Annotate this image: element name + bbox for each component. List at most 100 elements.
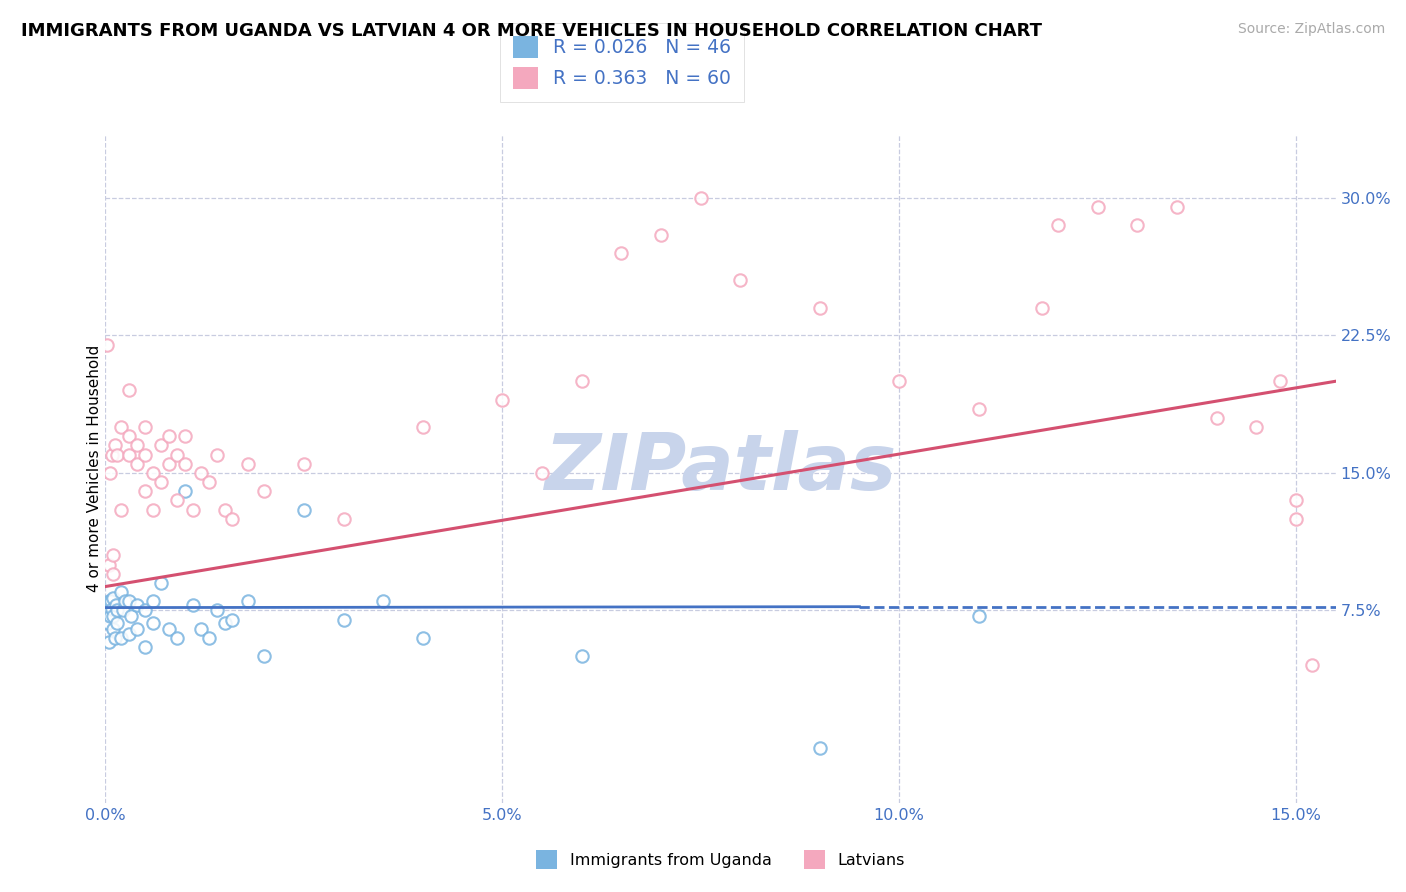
Point (412, 631, 434, 645)
Point (221, 613, 243, 627)
Point (253, 484, 276, 499)
Point (97, 558, 120, 572)
Point (197, 475, 219, 489)
Point (150, 438, 173, 452)
Point (142, 594, 165, 608)
Point (96, 603, 118, 617)
Point (190, 622, 212, 636)
Point (292, 502, 315, 516)
Point (103, 608, 125, 623)
Point (571, 374, 593, 388)
Point (889, 374, 911, 388)
Point (98, 634, 121, 648)
Point (253, 649, 276, 664)
Point (97, 594, 120, 608)
Point (332, 512, 354, 526)
Point (1268, 374, 1291, 388)
Point (97, 616, 120, 631)
Point (157, 429, 180, 443)
Point (118, 627, 141, 641)
Point (127, 457, 149, 471)
Point (689, 191, 711, 205)
Text: Source: ZipAtlas.com: Source: ZipAtlas.com (1237, 22, 1385, 37)
Text: ZIPatlas: ZIPatlas (544, 430, 897, 507)
Point (101, 622, 124, 636)
Point (214, 502, 236, 516)
Point (127, 622, 149, 636)
Point (101, 601, 124, 615)
Point (98, 466, 121, 480)
Point (166, 631, 188, 645)
Point (530, 466, 553, 480)
Point (491, 392, 513, 407)
Point (1246, 420, 1268, 434)
Point (127, 598, 149, 612)
Point (134, 603, 156, 617)
Point (173, 457, 195, 471)
Point (111, 603, 134, 617)
Point (1126, 219, 1149, 233)
Point (118, 594, 141, 608)
Point (103, 549, 125, 563)
Point (142, 616, 165, 631)
Point (118, 429, 141, 443)
Point (197, 631, 219, 645)
Point (1285, 493, 1308, 508)
Point (238, 457, 260, 471)
Point (104, 438, 127, 452)
Text: IMMIGRANTS FROM UGANDA VS LATVIAN 4 OR MORE VEHICLES IN HOUSEHOLD CORRELATION CH: IMMIGRANTS FROM UGANDA VS LATVIAN 4 OR M… (21, 22, 1042, 40)
Point (571, 649, 593, 664)
Point (205, 448, 228, 462)
Point (292, 457, 315, 471)
Point (134, 484, 156, 499)
Point (142, 466, 165, 480)
Point (808, 301, 831, 315)
Point (332, 613, 354, 627)
Point (214, 616, 236, 631)
Point (205, 603, 228, 617)
Point (134, 640, 156, 654)
Point (1046, 219, 1069, 233)
Point (105, 448, 128, 462)
Point (373, 594, 395, 608)
Legend: Immigrants from Uganda, Latvians: Immigrants from Uganda, Latvians (530, 844, 911, 875)
Point (118, 384, 141, 398)
Point (96, 337, 118, 351)
Point (105, 603, 128, 617)
Point (110, 420, 132, 434)
Point (104, 631, 127, 645)
Point (967, 401, 990, 416)
Y-axis label: 4 or more Vehicles in Household: 4 or more Vehicles in Household (87, 344, 101, 592)
Point (103, 591, 125, 605)
Point (110, 585, 132, 599)
Point (1087, 200, 1109, 214)
Point (100, 594, 122, 608)
Point (190, 466, 212, 480)
Point (101, 448, 124, 462)
Point (650, 227, 672, 242)
Point (181, 598, 204, 612)
Point (412, 420, 434, 434)
Point (181, 502, 204, 516)
Point (134, 448, 156, 462)
Point (221, 512, 243, 526)
Point (118, 448, 141, 462)
Point (110, 631, 132, 645)
Point (150, 475, 173, 489)
Point (1031, 301, 1053, 315)
Point (127, 438, 149, 452)
Point (114, 594, 136, 608)
Point (105, 616, 128, 631)
Point (1285, 512, 1308, 526)
Point (134, 420, 156, 434)
Point (150, 575, 173, 590)
Point (1301, 658, 1323, 673)
Point (120, 608, 142, 623)
Point (166, 448, 188, 462)
Point (1205, 410, 1227, 425)
Point (157, 457, 180, 471)
Point (157, 622, 180, 636)
Point (142, 502, 165, 516)
Point (610, 246, 633, 260)
Point (730, 273, 752, 287)
